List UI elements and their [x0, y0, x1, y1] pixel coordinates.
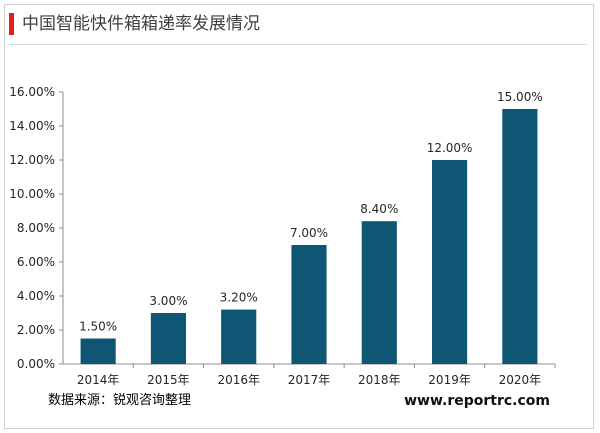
data-label: 7.00%: [290, 226, 328, 240]
bar-2014年: [80, 338, 116, 364]
data-label: 12.00%: [427, 141, 473, 155]
y-tick-label: 2.00%: [17, 323, 55, 337]
data-source-note: 数据来源：锐观咨询整理: [48, 393, 192, 408]
y-tick-label: 0.00%: [17, 357, 55, 371]
bar-2015年: [150, 313, 186, 364]
data-label: 15.00%: [497, 90, 543, 104]
data-label: 8.40%: [360, 202, 398, 216]
bar-2017年: [291, 245, 327, 364]
y-tick-label: 6.00%: [17, 255, 55, 269]
bar-2018年: [361, 221, 397, 364]
x-tick-label: 2017年: [288, 373, 331, 387]
y-tick-label: 10.00%: [9, 187, 55, 201]
title-accent-bar: [9, 13, 14, 35]
bar-2016年: [221, 309, 257, 364]
y-tick-label: 14.00%: [9, 119, 55, 133]
y-tick-label: 4.00%: [17, 289, 55, 303]
bar-2019年: [432, 160, 468, 364]
data-label: 3.00%: [149, 294, 187, 308]
y-tick-label: 8.00%: [17, 221, 55, 235]
y-tick-label: 16.00%: [9, 85, 55, 99]
title-divider: [9, 44, 587, 45]
x-tick-label: 2019年: [428, 373, 471, 387]
bar-2020年: [502, 109, 538, 364]
data-label: 3.20%: [220, 291, 258, 305]
chart-title: 中国智能快件箱箱递率发展情况: [22, 14, 260, 34]
data-label: 1.50%: [79, 320, 117, 334]
website-link[interactable]: www.reportrc.com: [404, 393, 550, 409]
x-tick-label: 2016年: [217, 373, 260, 387]
x-tick-label: 2018年: [358, 373, 401, 387]
y-tick-label: 12.00%: [9, 153, 55, 167]
x-tick-label: 2015年: [147, 373, 190, 387]
x-tick-label: 2020年: [499, 373, 542, 387]
x-tick-label: 2014年: [77, 373, 120, 387]
